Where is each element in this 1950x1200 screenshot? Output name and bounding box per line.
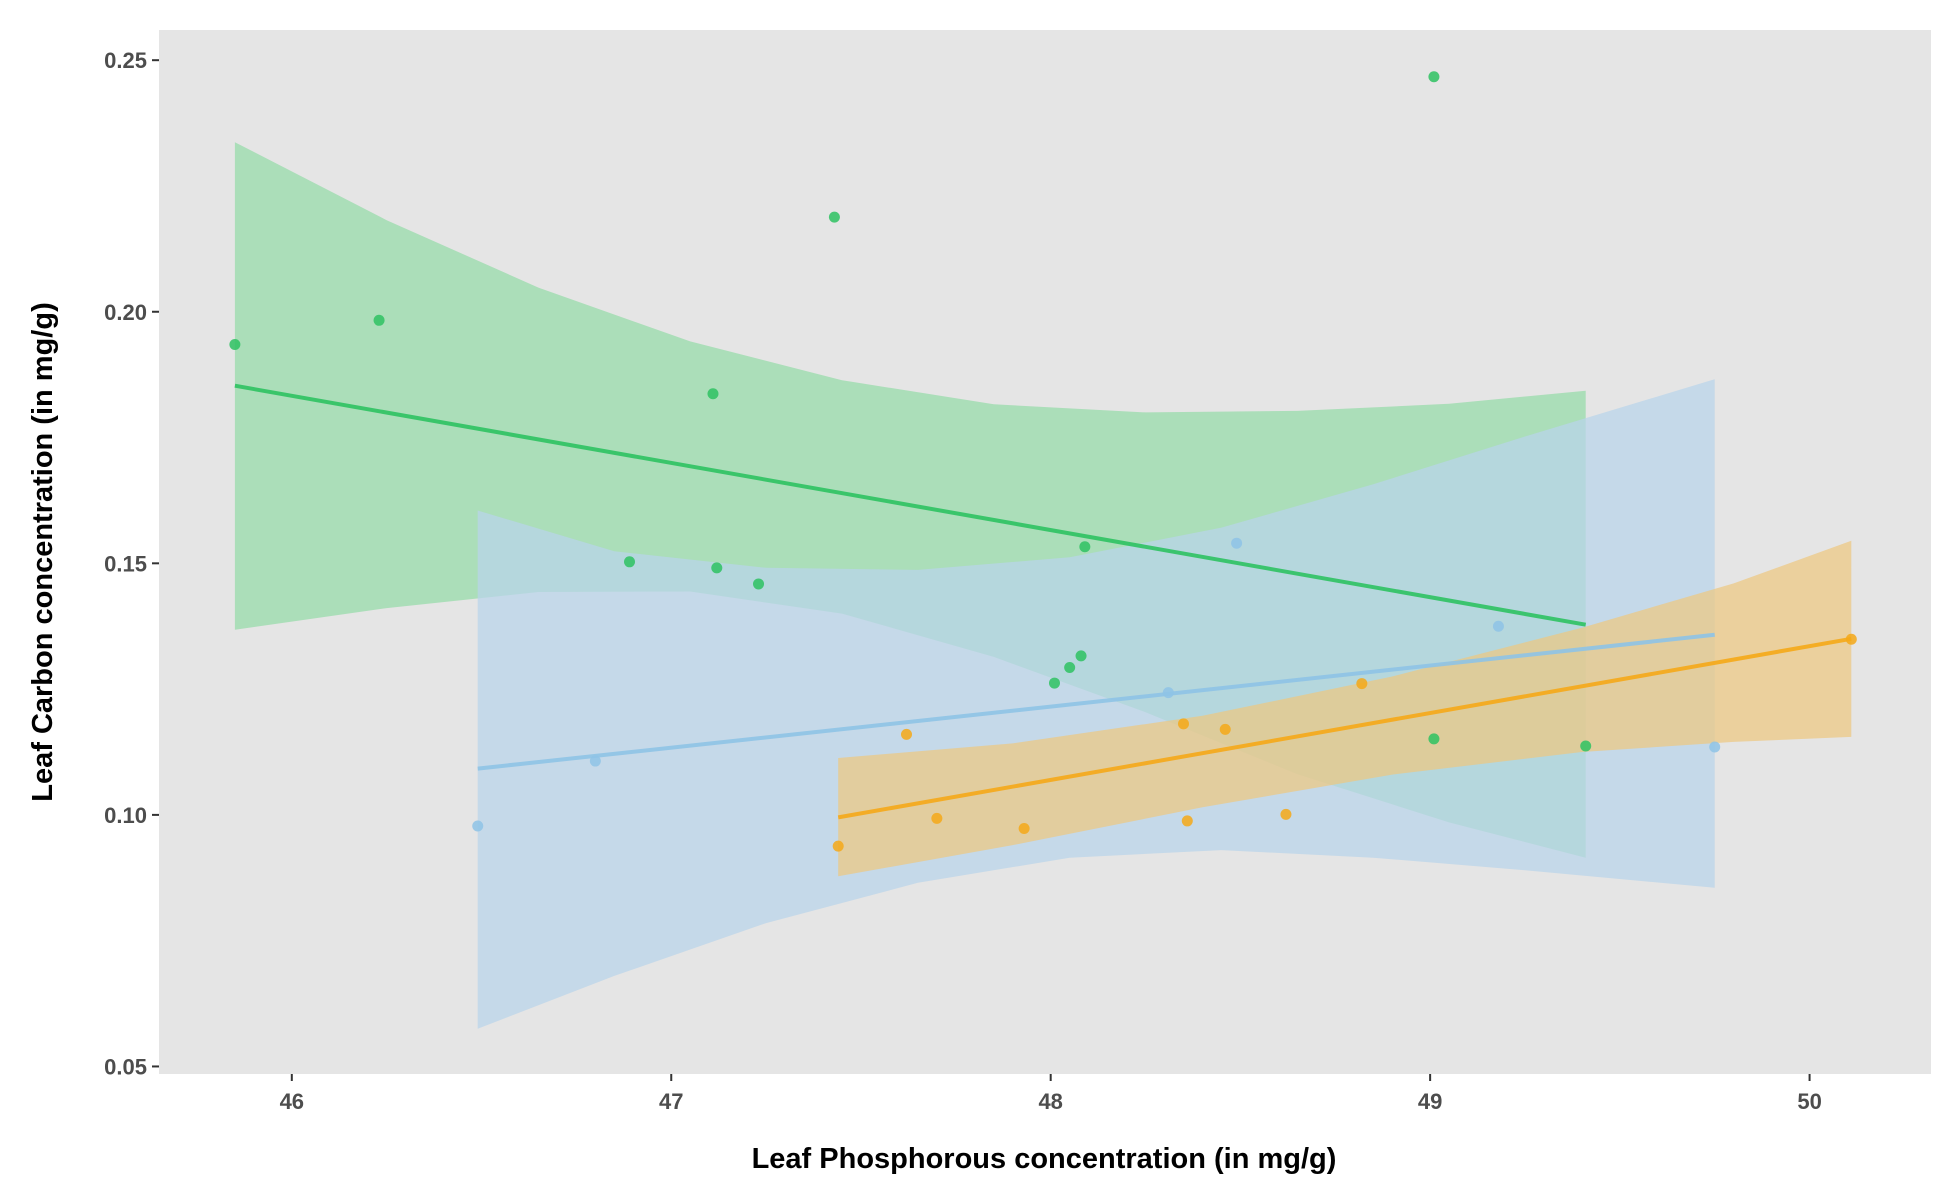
x-tick-label-49: 49 xyxy=(1418,1089,1442,1114)
data-point-1-8 xyxy=(1048,677,1060,689)
x-axis-title: Leaf Phosphorous concentration (in mg/g) xyxy=(752,1143,1337,1175)
data-point-3-8 xyxy=(1280,808,1292,820)
x-tick-label-47: 47 xyxy=(659,1089,683,1114)
data-point-1-11 xyxy=(1079,541,1091,553)
x-tick-label-48: 48 xyxy=(1038,1089,1062,1114)
data-point-1-3 xyxy=(624,556,636,568)
data-point-3-7 xyxy=(1219,723,1231,735)
x-axis: 46 47 48 49 50 xyxy=(280,1074,1822,1114)
data-point-1-5 xyxy=(711,562,723,574)
data-point-3-3 xyxy=(931,812,943,824)
data-point-3-5 xyxy=(1177,718,1189,730)
data-point-2-2 xyxy=(589,755,601,767)
data-point-3-6 xyxy=(1181,815,1193,827)
y-axis-title: Leaf Carbon concentration (in mg/g) xyxy=(27,302,59,801)
data-point-3-1 xyxy=(832,840,844,852)
fit-lines xyxy=(234,383,1852,820)
y-tick-label-0: 0.05 xyxy=(104,1054,147,1079)
data-point-1-1 xyxy=(229,338,241,350)
data-point-1-14 xyxy=(1580,740,1592,752)
data-point-1-9 xyxy=(1064,661,1076,673)
data-point-2-6 xyxy=(1709,741,1721,753)
confidence-band-3 xyxy=(838,540,1852,877)
confidence-bands xyxy=(234,142,1852,1029)
data-point-1-13 xyxy=(1428,733,1440,745)
data-point-1-10 xyxy=(1075,650,1087,662)
data-point-1-4 xyxy=(707,388,719,400)
fit-line-1 xyxy=(234,383,1587,627)
fit-line-2 xyxy=(477,632,1715,771)
y-tick-label-4: 0.25 xyxy=(104,48,147,73)
fit-line-3 xyxy=(837,636,1852,820)
data-point-3-4 xyxy=(1018,822,1030,834)
data-point-2-4 xyxy=(1231,537,1243,549)
confidence-band-2 xyxy=(477,379,1715,1029)
data-point-3-9 xyxy=(1356,678,1368,690)
data-point-2-3 xyxy=(1162,687,1174,699)
data-point-3-2 xyxy=(901,728,913,740)
y-tick-label-1: 0.10 xyxy=(104,803,147,828)
x-tick-label-50: 50 xyxy=(1797,1089,1821,1114)
data-point-1-12 xyxy=(1428,71,1440,83)
data-point-1-6 xyxy=(753,578,765,590)
data-point-2-5 xyxy=(1492,620,1504,632)
data-point-3-10 xyxy=(1845,633,1857,645)
data-point-1-7 xyxy=(828,211,840,223)
data-point-2-1 xyxy=(472,820,484,832)
data-points xyxy=(229,71,1857,852)
y-tick-label-2: 0.15 xyxy=(104,551,147,576)
y-tick-label-3: 0.20 xyxy=(104,300,147,325)
y-axis: 0.05 0.10 0.15 0.20 0.25 xyxy=(104,48,159,1079)
x-tick-label-46: 46 xyxy=(280,1089,304,1114)
data-point-1-2 xyxy=(373,314,385,326)
